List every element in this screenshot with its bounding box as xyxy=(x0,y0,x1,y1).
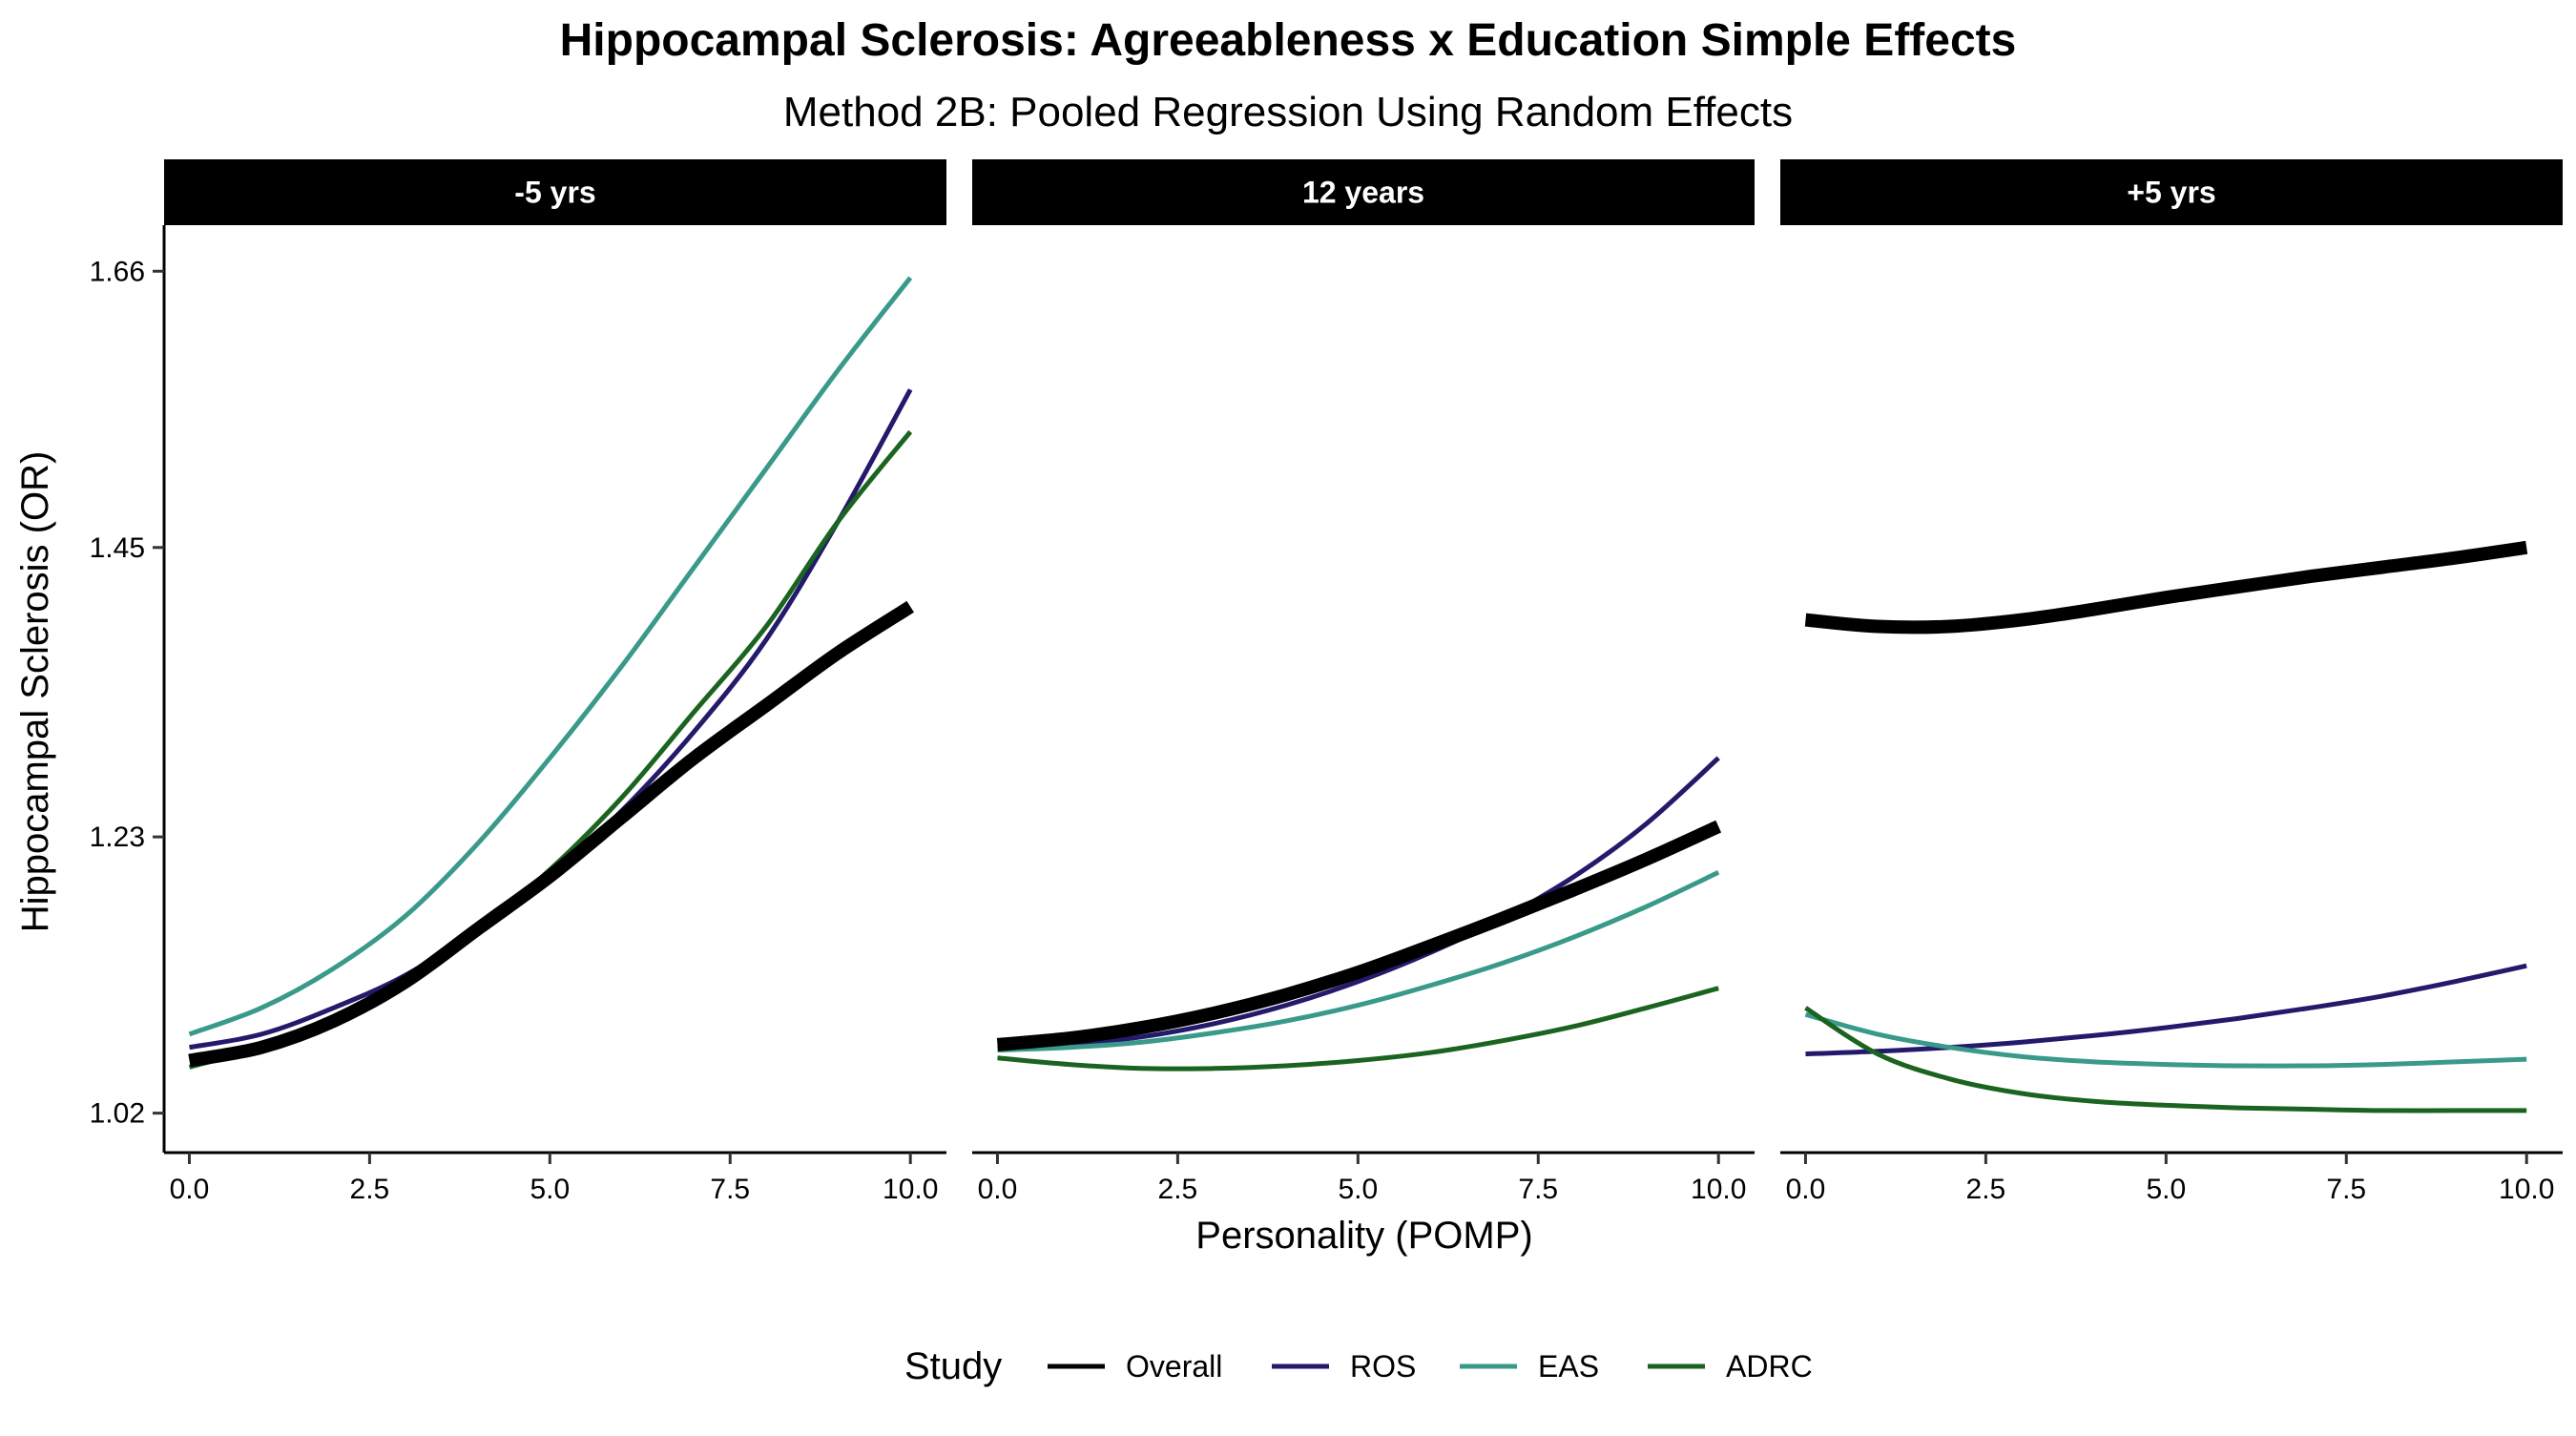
x-tick-label: 5.0 xyxy=(2146,1174,2186,1205)
panel-1: 12 years 0.0 2.5 5.0 7.5 10.0 xyxy=(972,159,1755,1205)
facet-strip-label: 12 years xyxy=(1302,176,1424,210)
legend-label: ROS xyxy=(1350,1349,1416,1384)
legend-title: Study xyxy=(904,1345,1002,1387)
facet-strip xyxy=(972,159,1755,225)
series-line-overall xyxy=(996,820,1722,1051)
panel-0: -5 yrs 0.0 2.5 5.0 7.5 10.0 1.02 1.23 1.45 1.66 xyxy=(90,159,946,1205)
series-line-adrc xyxy=(1804,1006,2527,1113)
series-line-adrc xyxy=(188,429,913,1070)
legend: Study Overall ROS EAS ADRC xyxy=(904,1345,1813,1387)
series-line-overall xyxy=(1804,540,2528,635)
facet-strip xyxy=(1780,159,2563,225)
x-tick-label: 2.5 xyxy=(1966,1174,2006,1205)
x-tick-label: 0.0 xyxy=(1786,1174,1826,1205)
x-tick-label: 0.0 xyxy=(978,1174,1018,1205)
series-line-eas xyxy=(997,870,1720,1052)
series-line-ros xyxy=(997,756,1720,1051)
y-tick-label: 1.02 xyxy=(90,1098,145,1130)
x-tick-label: 2.5 xyxy=(350,1174,390,1205)
y-tick-label: 1.66 xyxy=(90,256,145,287)
y-tick-label: 1.45 xyxy=(90,532,145,564)
facet-strip-label: +5 yrs xyxy=(2127,176,2215,210)
x-tick-label: 0.0 xyxy=(170,1174,210,1205)
legend-label: EAS xyxy=(1538,1349,1599,1384)
x-tick-label: 10.0 xyxy=(2499,1174,2554,1205)
x-tick-label: 2.5 xyxy=(1158,1174,1198,1205)
series-line-eas xyxy=(188,276,913,1037)
facet-strip-label: -5 yrs xyxy=(514,176,595,210)
x-tick-label: 5.0 xyxy=(530,1174,570,1205)
x-tick-label: 7.5 xyxy=(1518,1174,1558,1205)
chart-subtitle: Method 2B: Pooled Regression Using Rando… xyxy=(783,89,1793,135)
x-tick-label: 10.0 xyxy=(1691,1174,1746,1205)
x-tick-label: 7.5 xyxy=(2326,1174,2366,1205)
series-line-overall xyxy=(188,600,914,1068)
x-tick-label: 10.0 xyxy=(883,1174,938,1205)
legend-label: ADRC xyxy=(1726,1349,1813,1384)
series-line-ros xyxy=(189,388,913,1051)
x-axis-title: Personality (POMP) xyxy=(1195,1215,1532,1257)
series-line-adrc xyxy=(997,986,1719,1072)
y-tick-label: 1.23 xyxy=(90,822,145,853)
y-axis-title: Hippocampal Sclerosis (OR) xyxy=(14,451,56,933)
panel-2: +5 yrs 0.0 2.5 5.0 7.5 10.0 xyxy=(1780,159,2563,1205)
x-tick-label: 7.5 xyxy=(710,1174,750,1205)
facet-strip xyxy=(164,159,946,225)
x-tick-label: 5.0 xyxy=(1338,1174,1378,1205)
chart-title: Hippocampal Sclerosis: Agreeableness x E… xyxy=(560,15,2017,66)
series-line-eas xyxy=(1804,1011,2527,1069)
facet-panels: -5 yrs 0.0 2.5 5.0 7.5 10.0 1.02 1.23 1.45 1.66 12… xyxy=(90,159,2563,1205)
series-line-ros xyxy=(1805,963,2527,1057)
legend-label: Overall xyxy=(1126,1349,1222,1384)
